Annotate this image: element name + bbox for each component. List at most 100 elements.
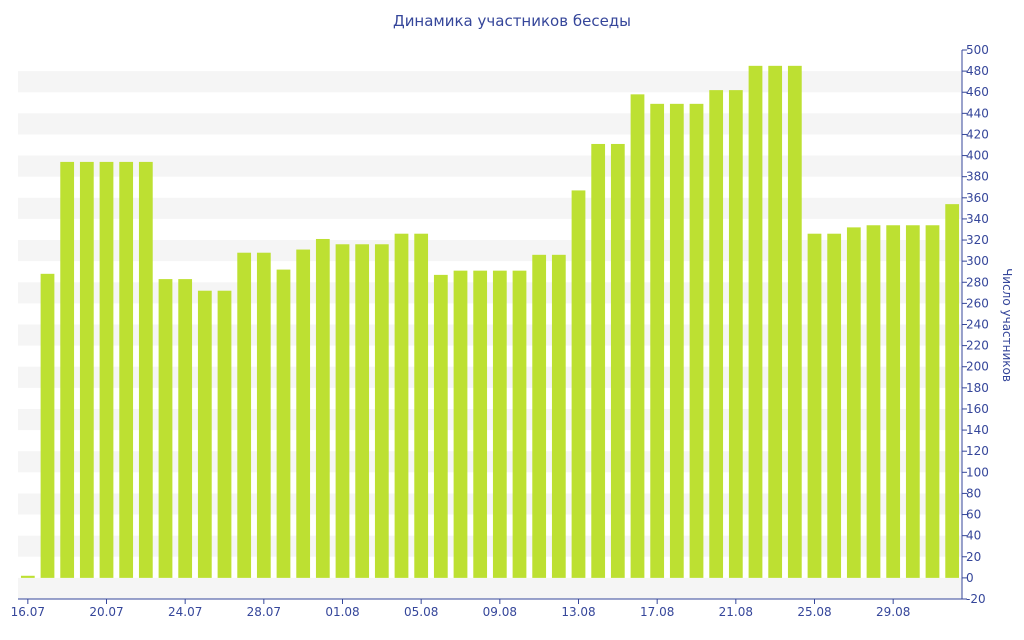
bar (630, 94, 645, 578)
bar (217, 290, 232, 578)
bar (20, 575, 35, 578)
x-tick-label: 25.08 (797, 605, 831, 619)
bars (20, 65, 960, 578)
bar (433, 274, 448, 578)
y-tick-label: 360 (966, 191, 989, 205)
y-tick-label: 320 (966, 233, 989, 247)
bar (905, 225, 920, 578)
y-tick-label: 420 (966, 127, 989, 141)
bar (374, 244, 389, 578)
bar (669, 103, 684, 578)
bar (315, 238, 330, 578)
grid-band (18, 451, 962, 473)
y-tick-label: 460 (966, 85, 989, 99)
grid-band (18, 113, 962, 135)
y-tick-label: 140 (966, 423, 989, 437)
y-tick-label: 260 (966, 296, 989, 310)
bar (925, 225, 940, 578)
bar (492, 270, 507, 578)
grid-band (18, 197, 962, 219)
y-tick-label: 40 (966, 529, 981, 543)
bar (689, 103, 704, 578)
bar (787, 65, 802, 578)
bar (296, 249, 311, 578)
y-tick-label: 160 (966, 402, 989, 416)
x-tick-label: 21.08 (719, 605, 753, 619)
grid-band (18, 408, 962, 431)
x-tick-label: 05.08 (404, 605, 438, 619)
y-tick-label: -20 (966, 592, 986, 606)
bar (728, 90, 743, 578)
y-tick-label: 340 (966, 212, 989, 226)
bar (60, 161, 75, 578)
x-tick-label: 09.08 (483, 605, 517, 619)
bar (945, 204, 960, 578)
y-tick-label: 20 (966, 550, 981, 564)
y-tick-label: 220 (966, 339, 989, 353)
grid-band (18, 324, 962, 346)
bar (748, 65, 763, 578)
bar (453, 270, 468, 578)
bar (571, 190, 586, 578)
x-tick-label: 29.08 (876, 605, 910, 619)
bar (197, 290, 212, 578)
y-tick-label: 80 (966, 486, 981, 500)
y-tick-label: 280 (966, 275, 989, 289)
bar (119, 161, 134, 578)
y-tick-label: 500 (966, 43, 989, 57)
bar (827, 233, 842, 578)
bar (807, 233, 822, 578)
x-tick-label: 24.07 (168, 605, 202, 619)
y-tick-label: 200 (966, 360, 989, 374)
bar (256, 252, 271, 578)
grid-band (18, 71, 962, 93)
bar (355, 244, 370, 578)
grid-band (18, 493, 962, 515)
bar (394, 233, 409, 578)
grid-bands (18, 71, 962, 599)
y-tick-label: 300 (966, 254, 989, 268)
y-tick-label: 100 (966, 465, 989, 479)
grid-band (18, 282, 962, 304)
x-tick-label: 01.08 (325, 605, 359, 619)
x-tick-label: 13.08 (561, 605, 595, 619)
y-tick-label: 180 (966, 381, 989, 395)
bar (276, 269, 291, 578)
grid-band (18, 240, 962, 262)
bar (79, 161, 94, 578)
bar (158, 279, 173, 578)
bar (237, 252, 252, 578)
x-tick-label: 28.07 (247, 605, 281, 619)
y-tick-label: 400 (966, 149, 989, 163)
y-ticks: -20 0 20 40 60 80 100 120 140 160 180 200 220 240 260 2… (962, 43, 989, 606)
bar (178, 279, 193, 578)
bar (40, 273, 55, 578)
x-ticks: 16.07 20.07 24.07 28.07 01.08 05.08 09.08 13.08… (11, 599, 910, 619)
grid-band (18, 577, 962, 599)
bar (591, 143, 606, 578)
chart-title: Динамика участников беседы (392, 12, 632, 30)
bar (414, 233, 429, 578)
bar (99, 161, 114, 578)
grid-band (18, 535, 962, 557)
y-tick-label: 240 (966, 318, 989, 332)
x-tick-label: 17.08 (640, 605, 674, 619)
bar (846, 227, 861, 578)
bar (551, 254, 566, 578)
bar (532, 254, 547, 578)
bar (610, 143, 625, 578)
y-tick-label: 380 (966, 170, 989, 184)
bar (768, 65, 783, 578)
y-axis-title: Число участников (1000, 268, 1014, 382)
bar (473, 270, 488, 578)
y-tick-label: 440 (966, 106, 989, 120)
y-tick-label: 480 (966, 64, 989, 78)
grid-band (18, 155, 962, 177)
x-tick-label: 20.07 (89, 605, 123, 619)
bar (138, 161, 153, 578)
bar (650, 103, 665, 578)
bar (866, 225, 881, 578)
x-tick-label: 16.07 (11, 605, 45, 619)
y-tick-label: 60 (966, 508, 981, 522)
